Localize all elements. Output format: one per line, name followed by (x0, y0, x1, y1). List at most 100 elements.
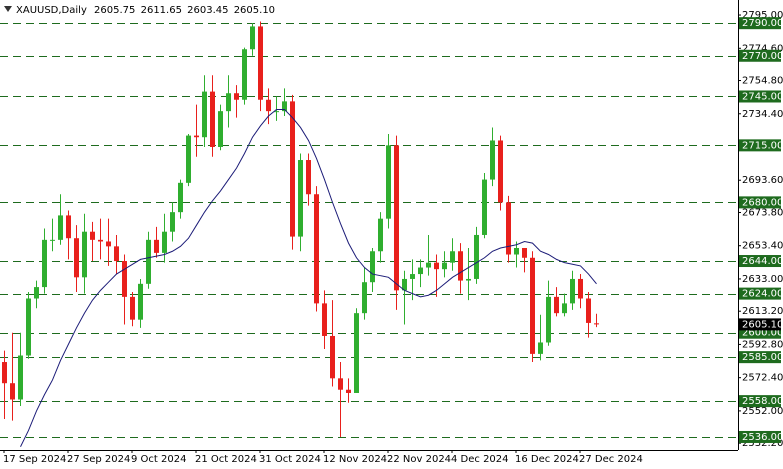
current-price-box (739, 318, 781, 331)
candle-body (570, 278, 575, 304)
level-label-box (739, 287, 781, 300)
y-tick-label: 2774.60 (742, 43, 783, 54)
x-tick-label: 21 Oct 2024 (195, 454, 257, 465)
level-label: 2790.00 (742, 18, 783, 29)
plot-area (0, 21, 738, 447)
candle-body (474, 234, 479, 279)
candle-body (162, 231, 167, 253)
candle-body (178, 182, 183, 213)
x-tick-label: 31 Oct 2024 (259, 454, 321, 465)
y-tick-label: 2552.00 (742, 406, 783, 417)
header-high: 2611.65 (141, 5, 182, 16)
header-low: 2603.45 (187, 5, 228, 16)
x-tick-label: 4 Dec 2024 (451, 454, 509, 465)
candle-body (562, 303, 567, 314)
candle-body (90, 231, 95, 240)
x-tick-label: 27 Sep 2024 (67, 454, 130, 465)
candle-body (242, 49, 247, 100)
header-open: 2605.75 (94, 5, 135, 16)
candle-body (282, 101, 287, 112)
candle-body (26, 298, 31, 356)
y-tick-label: 2613.20 (742, 306, 783, 317)
level-label: 2585.00 (742, 352, 783, 363)
candle-body (402, 278, 407, 291)
candle-body (34, 287, 39, 299)
level-label-box (739, 90, 781, 103)
candle-body (466, 278, 471, 281)
y-tick-label: 2673.80 (742, 207, 783, 218)
y-tick-label: 2592.80 (742, 339, 783, 350)
candle-body (490, 140, 495, 180)
candle-body (274, 111, 279, 113)
candle-body (106, 241, 111, 247)
candle-body (42, 239, 47, 288)
x-tick-label: 17 Sep 2024 (3, 454, 66, 465)
level-label: 2745.00 (742, 91, 783, 102)
candle-body (514, 247, 519, 255)
level-label-box (739, 196, 781, 209)
level-label: 2600.00 (742, 328, 783, 339)
level-label: 2770.00 (742, 51, 783, 62)
x-tick-label: 27 Dec 2024 (579, 454, 643, 465)
candle-body (210, 91, 215, 147)
x-tick-label: 22 Nov 2024 (387, 454, 451, 465)
level-label: 2624.00 (742, 289, 783, 300)
candle-body (58, 215, 63, 240)
candle-body (98, 239, 103, 242)
candle-body (362, 282, 367, 314)
y-tick-label: 2734.40 (742, 109, 783, 120)
candle-body (266, 99, 271, 112)
header-symbol: XAUUSD,Daily (16, 5, 87, 16)
candle-body (218, 111, 223, 147)
level-label: 2644.00 (742, 256, 783, 267)
current-price-label: 2605.10 (742, 319, 783, 330)
level-label-box (739, 351, 781, 364)
y-tick-label: 2572.40 (742, 373, 783, 384)
level-label-box (739, 255, 781, 268)
level-label: 2715.00 (742, 140, 783, 151)
candle-body (322, 303, 327, 336)
candle-body (370, 251, 375, 283)
candle-body (50, 239, 55, 241)
candle-body (114, 246, 119, 262)
candle-body (522, 247, 527, 258)
candle-body (170, 212, 175, 232)
level-label-box (739, 139, 781, 152)
header-close: 2605.10 (234, 5, 275, 16)
candle-body (138, 283, 143, 320)
candle-body (194, 135, 199, 138)
candle-body (18, 355, 23, 400)
candle-body (578, 278, 583, 299)
candle-body (290, 101, 295, 237)
y-tick-label: 2795.00 (742, 10, 783, 21)
candle-body (586, 298, 591, 323)
candle-body (386, 145, 391, 219)
y-tick-label: 2653.40 (742, 241, 783, 252)
candle-body (354, 313, 359, 393)
y-tick-label: 2754.80 (742, 76, 783, 87)
candle-body (458, 251, 463, 281)
candle-body (410, 274, 415, 279)
candle-body (2, 362, 7, 384)
candle-body (258, 26, 263, 100)
candle-body (594, 323, 599, 325)
candle-body (394, 145, 399, 291)
candle-body (346, 389, 351, 393)
candle-body (314, 194, 319, 304)
candle-body (154, 239, 159, 253)
candle-body (82, 231, 87, 278)
y-tick-label: 2633.00 (742, 274, 783, 285)
candle-body (66, 215, 71, 239)
candle-body (378, 218, 383, 252)
header-icon (4, 6, 12, 12)
x-tick-label: 12 Nov 2024 (323, 454, 387, 465)
level-label-box (739, 17, 781, 30)
candle-body (186, 135, 191, 183)
candle-body (330, 335, 335, 379)
candle-body (554, 296, 559, 314)
candle-body (498, 140, 503, 203)
level-label-box (739, 49, 781, 62)
y-tick-label: 2693.60 (742, 175, 783, 186)
